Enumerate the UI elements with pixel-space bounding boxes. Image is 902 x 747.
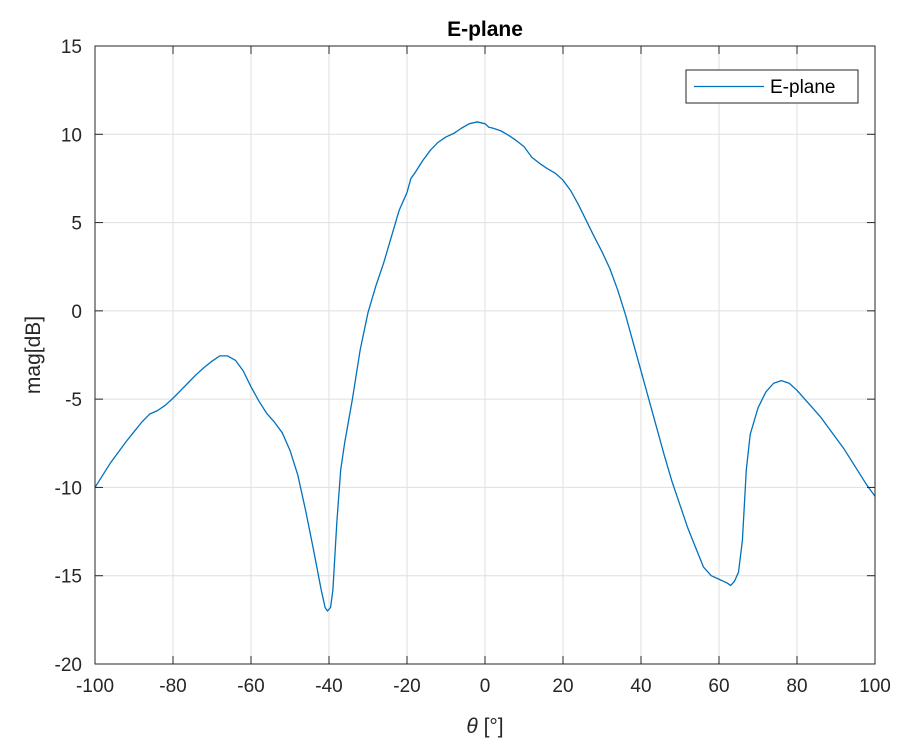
x-tick-label: -20: [393, 676, 420, 697]
x-axis-unit: [°]: [484, 715, 504, 738]
y-tick-label: 10: [61, 125, 82, 146]
x-tick-label: 0: [480, 676, 491, 697]
x-tick-label: 100: [859, 676, 891, 697]
legend: E-plane: [685, 69, 859, 104]
y-tick-label: 0: [71, 302, 82, 323]
x-tick-label: 80: [786, 676, 807, 697]
y-tick-label: -5: [65, 390, 82, 411]
legend-label: E-plane: [770, 77, 836, 98]
series-layer: [94, 121, 876, 612]
axis-ticks: [94, 45, 876, 665]
y-tick-label: -15: [55, 567, 82, 588]
x-tick-label: -80: [159, 676, 186, 697]
y-tick-label: -20: [55, 655, 82, 676]
x-tick-label: 40: [630, 676, 651, 697]
y-tick-label: -10: [55, 478, 82, 499]
x-tick-label: -40: [315, 676, 342, 697]
x-tick-label: 20: [552, 676, 573, 697]
x-tick-label: -60: [237, 676, 264, 697]
y-tick-label: 15: [61, 37, 82, 58]
y-tick-label: 5: [71, 214, 82, 235]
x-tick-label: 60: [708, 676, 729, 697]
x-axis-title: θ [°]: [466, 715, 503, 738]
x-tick-label: -100: [76, 676, 114, 697]
y-axis-title: mag[dB]: [22, 316, 45, 394]
x-axis-symbol: θ: [466, 715, 478, 738]
tick-labels: -100 -80 -60 -40 -20 0 20 40 60 80 100 -20 -15 -10 -5 0…: [55, 37, 891, 697]
series-line-e-plane: [94, 121, 876, 612]
chart-title: E-plane: [447, 18, 523, 41]
